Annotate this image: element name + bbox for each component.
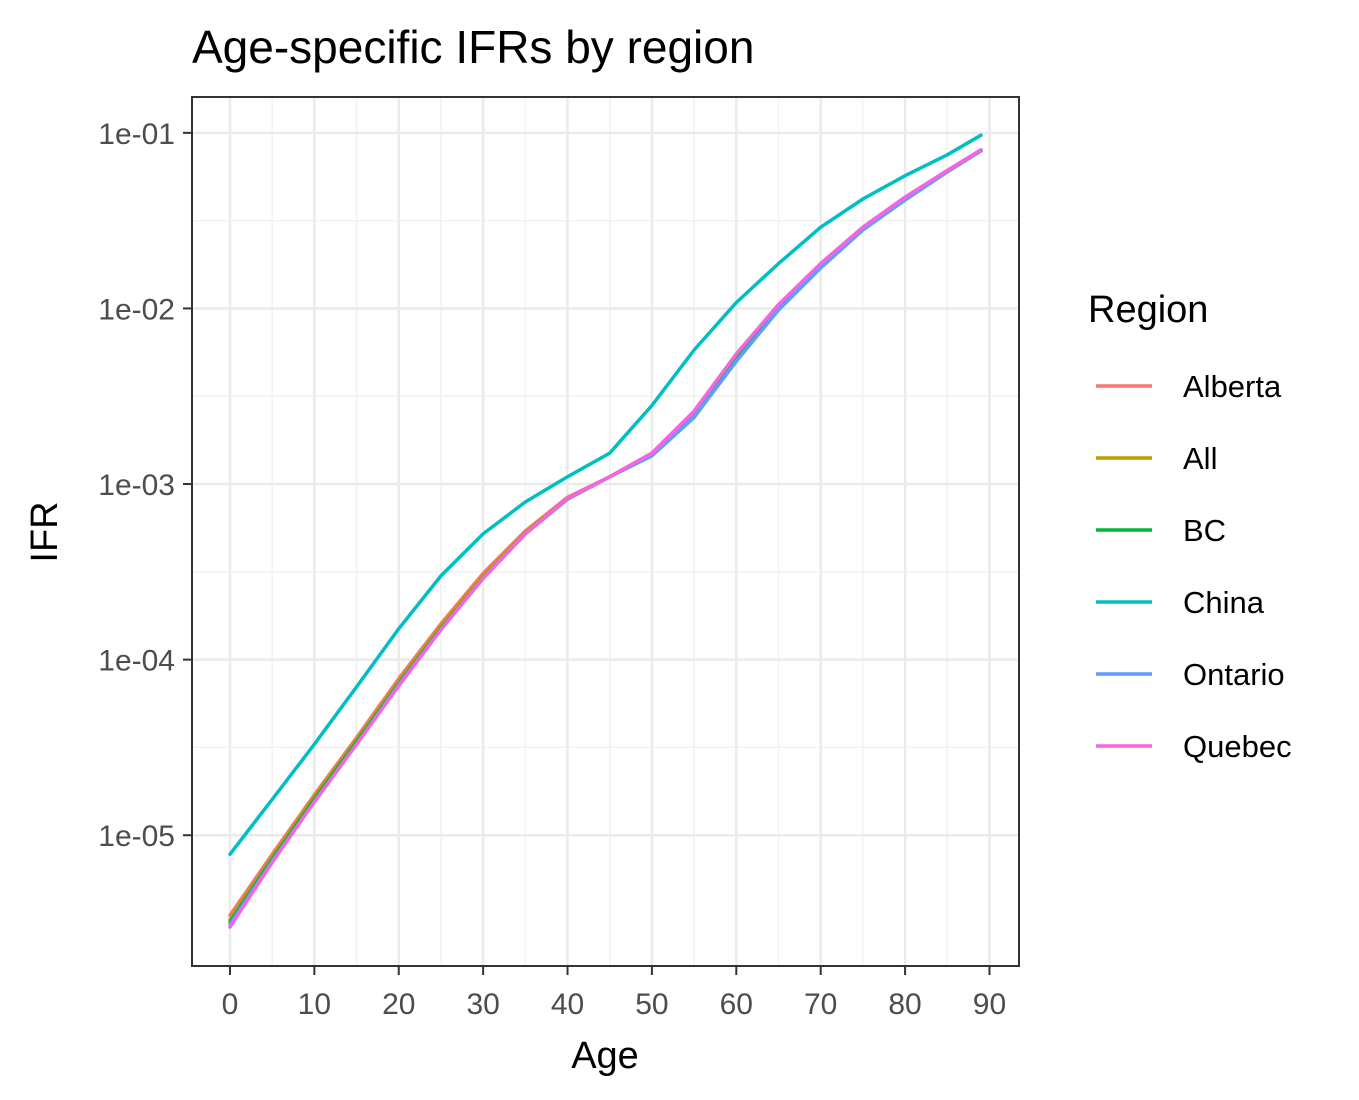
x-tick-label: 70: [804, 988, 837, 1021]
series-line-china: [228, 133, 983, 856]
grid-major: [192, 97, 1019, 966]
x-tick-label: 20: [382, 988, 415, 1021]
x-tick-label: 80: [888, 988, 921, 1021]
x-axis-title: Age: [571, 1035, 639, 1077]
plot-panel-background: [192, 97, 1019, 966]
series-line-quebec: [228, 148, 983, 929]
series-lines: [228, 133, 983, 929]
legend-label-alberta: Alberta: [1183, 369, 1282, 404]
x-tick-label: 40: [551, 988, 584, 1021]
y-tick-label: 1e-02: [98, 293, 175, 326]
legend-label-bc: BC: [1183, 513, 1226, 548]
y-tick-label: 1e-01: [98, 118, 175, 151]
legend-label-quebec: Quebec: [1183, 729, 1292, 764]
legend: Region Alberta All BC China Ontario Quebec: [1088, 289, 1292, 764]
grid-minor: [192, 97, 1019, 966]
y-axis: 1e-05 1e-04 1e-03 1e-02 1e-01: [98, 118, 192, 853]
legend-title: Region: [1088, 289, 1208, 331]
x-tick-label: 60: [720, 988, 753, 1021]
x-tick-label: 0: [222, 988, 239, 1021]
legend-label-ontario: Ontario: [1183, 657, 1285, 692]
x-axis: 0 10 20 30 40 50 60 70 80 90: [222, 966, 1006, 1021]
y-tick-label: 1e-05: [98, 820, 175, 853]
y-tick-label: 1e-03: [98, 469, 175, 502]
y-axis-title: IFR: [24, 501, 66, 562]
x-tick-label: 30: [466, 988, 499, 1021]
plot-panel-border: [191, 96, 1020, 967]
legend-items: Alberta All BC China Ontario Quebec: [1096, 369, 1292, 764]
x-tick-label: 90: [973, 988, 1006, 1021]
x-tick-label: 10: [298, 988, 331, 1021]
chart-title: Age-specific IFRs by region: [192, 21, 754, 73]
legend-label-china: China: [1183, 585, 1265, 620]
x-tick-label: 50: [635, 988, 668, 1021]
y-tick-label: 1e-04: [98, 645, 175, 678]
legend-label-all: All: [1183, 441, 1217, 476]
